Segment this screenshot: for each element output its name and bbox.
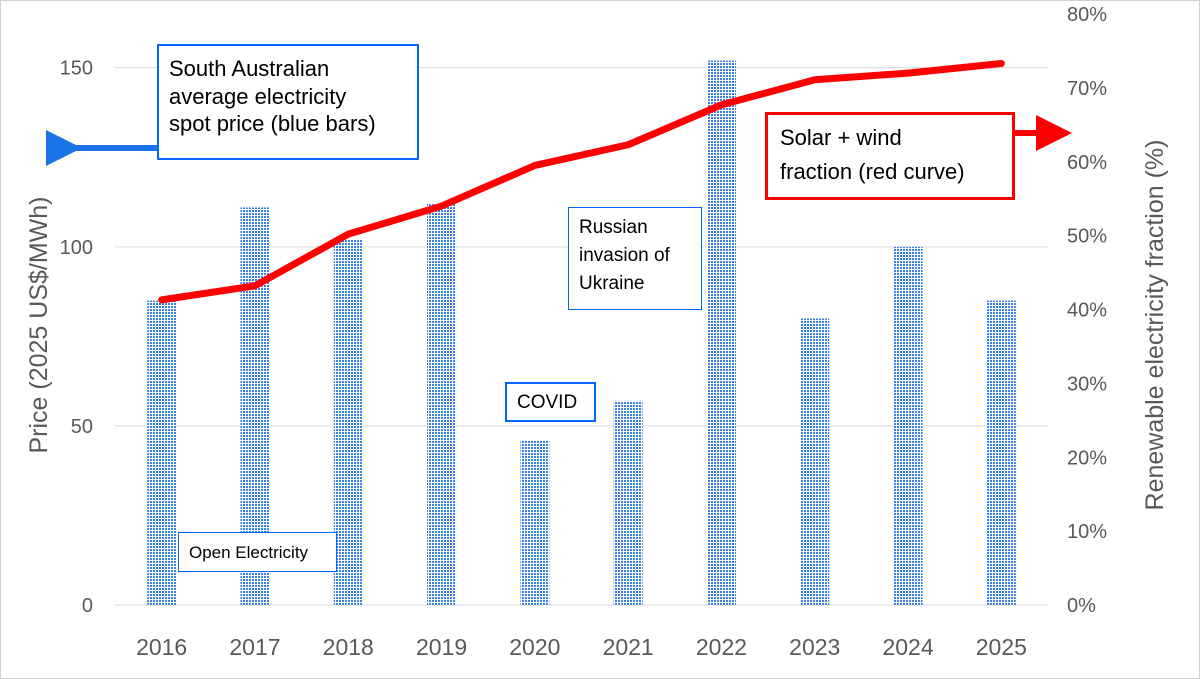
covid-annotation-text: COVID bbox=[517, 392, 578, 413]
x-tick-label: 2023 bbox=[789, 634, 840, 660]
x-tick-label: 2020 bbox=[509, 634, 560, 660]
price-bar bbox=[893, 246, 923, 605]
price-bar bbox=[333, 239, 363, 605]
y2-axis-label: Renewable electricity fraction (%) bbox=[1141, 140, 1169, 511]
x-tick-label: 2018 bbox=[323, 634, 374, 660]
price-annotation-line: average electricity bbox=[169, 83, 347, 109]
russia-annotation-line: invasion of bbox=[579, 244, 670, 266]
russia-annotation-box: Russian invasion of Ukraine bbox=[568, 207, 702, 310]
y2-tick-label: 30% bbox=[1067, 373, 1107, 395]
y2-tick-label: 60% bbox=[1067, 152, 1107, 174]
y2-tick-label: 70% bbox=[1067, 78, 1107, 100]
price-bar bbox=[613, 400, 643, 605]
solar-annotation-line: fraction (red curve) bbox=[780, 158, 965, 184]
price-annotation-line: South Australian bbox=[169, 56, 330, 81]
y2-tick-label: 10% bbox=[1067, 521, 1107, 543]
y-tick-label: 150 bbox=[60, 58, 93, 80]
x-tick-label: 2025 bbox=[976, 634, 1027, 660]
price-bar bbox=[800, 318, 830, 605]
x-tick-label: 2017 bbox=[229, 634, 280, 660]
source-annotation-text: Open Electricity bbox=[189, 543, 309, 562]
price-bar bbox=[147, 300, 177, 605]
y2-tick-label: 0% bbox=[1067, 595, 1096, 617]
price-annotation-line: spot price (blue bars) bbox=[169, 111, 376, 136]
price-bar bbox=[986, 300, 1016, 605]
x-axis-ticks: 2016 2017 2018 2019 2020 2021 2022 2023 2024 2025 bbox=[136, 634, 1027, 660]
y2-tick-label: 40% bbox=[1067, 300, 1107, 322]
y-tick-label: 50 bbox=[71, 416, 93, 438]
x-tick-label: 2022 bbox=[696, 634, 747, 660]
x-tick-label: 2024 bbox=[882, 634, 933, 660]
price-bar bbox=[706, 60, 736, 605]
solar-annotation-box: Solar + wind fraction (red curve) bbox=[765, 112, 1015, 200]
covid-annotation-box: COVID bbox=[505, 382, 596, 422]
price-annotation-box: South Australian average electricity spo… bbox=[157, 44, 419, 160]
renewable-line bbox=[158, 59, 1005, 304]
russia-annotation-line: Russian bbox=[579, 217, 648, 238]
x-tick-label: 2019 bbox=[416, 634, 467, 660]
price-bar bbox=[427, 203, 457, 605]
x-tick-label: 2016 bbox=[136, 634, 187, 660]
y-tick-label: 0 bbox=[82, 595, 93, 617]
right-axis-ticks: 0% 10% 20% 30% 40% 50% 60% 70% 80% bbox=[1067, 4, 1107, 617]
y2-tick-label: 50% bbox=[1067, 226, 1107, 248]
source-annotation-box: Open Electricity bbox=[178, 532, 337, 572]
y2-tick-label: 20% bbox=[1067, 447, 1107, 469]
y2-tick-label: 80% bbox=[1067, 4, 1107, 26]
renewable-series-line bbox=[158, 59, 1005, 304]
x-tick-label: 2021 bbox=[603, 634, 654, 660]
price-bar bbox=[520, 440, 550, 605]
y-tick-label: 100 bbox=[60, 237, 93, 259]
russia-annotation-line: Ukraine bbox=[579, 272, 645, 294]
solar-annotation-line: Solar + wind bbox=[780, 125, 902, 150]
y-axis-label: Price (2025 US$/MWh) bbox=[25, 196, 53, 453]
left-axis-ticks: 0 50 100 150 bbox=[60, 58, 93, 617]
